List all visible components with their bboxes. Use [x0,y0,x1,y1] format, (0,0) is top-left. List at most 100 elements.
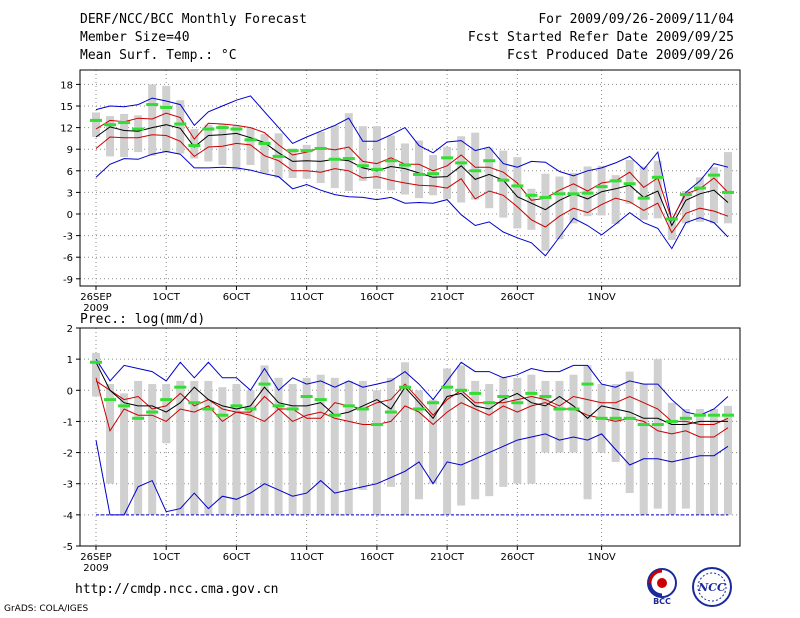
ensemble-box [597,165,606,216]
obs-marker [553,407,566,411]
y-tick-label: -2 [63,449,73,460]
ensemble-box [653,359,662,509]
precip-panel-title: Prec.: log(mm/d) [80,312,205,327]
obs-marker [356,164,369,168]
x-tick-label: 11OCT [290,552,325,563]
y-tick-label: -5 [63,542,73,553]
obs-marker [455,161,468,165]
obs-marker [384,159,397,163]
bcc-logo: BCC [647,568,677,606]
x-tick-label: 26OCT [500,292,535,303]
ensemble-box [457,136,466,203]
ensemble-box [386,135,395,191]
ensemble-box [218,124,227,166]
ensemble-box [358,126,367,181]
obs-marker [455,388,468,392]
obs-marker [651,175,664,179]
obs-marker [441,385,454,389]
obs-marker [202,407,215,411]
obs-marker [511,401,524,405]
ensemble-box [344,380,353,515]
ensemble-box [443,368,452,515]
plot-frame [79,327,741,547]
obs-marker [665,217,678,221]
ensemble-box [358,380,367,490]
x-tick-label: 21OCT [430,292,465,303]
x-tick-year-label: 2009 [83,563,108,574]
max-line [95,95,729,223]
obs-marker [300,149,313,153]
ensemble-box [709,408,718,515]
ensemble-box [569,172,578,224]
obs-marker [300,395,313,399]
obs-marker [679,193,692,197]
ensemble-box [443,147,452,199]
obs-marker [160,398,173,402]
x-tick-label: 16OCT [360,552,395,563]
ensemble-box [386,377,395,487]
y-tick-label: 0 [67,386,73,397]
ensemble-box [611,175,620,225]
obs-marker [188,401,201,405]
obs-marker [146,410,159,414]
ensemble-box [190,380,199,515]
ensemble-box [106,384,115,484]
obs-marker [413,407,426,411]
ensemble-box [204,124,213,162]
ensemble-box [639,166,648,220]
mean-line [95,362,728,425]
ensemble-box [513,157,522,229]
obs-marker [595,185,608,189]
obs-marker [174,385,187,389]
y-tick-label: -4 [63,511,73,522]
ensemble-box [232,384,241,515]
obs-marker [342,404,355,408]
obs-marker [132,416,145,420]
p10-line [95,134,729,234]
obs-marker [511,184,524,188]
obs-marker [483,159,496,163]
obs-marker [553,192,566,196]
x-tick-label: 26OCT [500,552,535,563]
ensemble-box [611,384,620,462]
member-size-label: Member Size=40 [80,30,190,45]
obs-marker [258,141,271,145]
obs-marker [314,146,327,150]
ensemble-box [92,352,100,397]
ensemble-box [667,402,676,515]
obs-marker [427,172,440,176]
ncc-logo: NCC [692,567,732,607]
obs-marker [398,385,411,389]
ensemble-box [724,405,732,515]
obs-marker [539,195,552,199]
ensemble-box [190,129,199,159]
ensemble-box [724,152,732,224]
x-tick-label: 6OCT [223,292,251,303]
obs-marker [469,391,482,395]
ensemble-box [569,374,578,453]
obs-marker [146,103,159,107]
obs-marker [188,144,201,148]
y-tick-label: 9 [67,145,73,156]
obs-marker [90,360,102,364]
ensemble-box [134,115,143,153]
ensemble-box [316,374,325,515]
ensemble-box [148,84,157,156]
ensemble-box [106,116,115,157]
obs-marker [356,407,369,411]
obs-marker [398,163,411,167]
source-url[interactable]: http://cmdp.ncc.cma.gov.cn [75,582,279,597]
obs-marker [679,416,692,420]
p90-line [95,380,729,425]
ensemble-box [457,365,466,506]
ensemble-box [541,380,550,453]
obs-marker [118,404,131,408]
obs-marker [497,395,510,399]
obs-marker [707,173,720,177]
obs-marker [90,118,102,122]
obs-marker [567,192,580,196]
ensemble-box [120,393,129,515]
obs-marker [651,423,664,427]
ensemble-box [204,380,213,515]
ensemble-box [667,216,676,240]
